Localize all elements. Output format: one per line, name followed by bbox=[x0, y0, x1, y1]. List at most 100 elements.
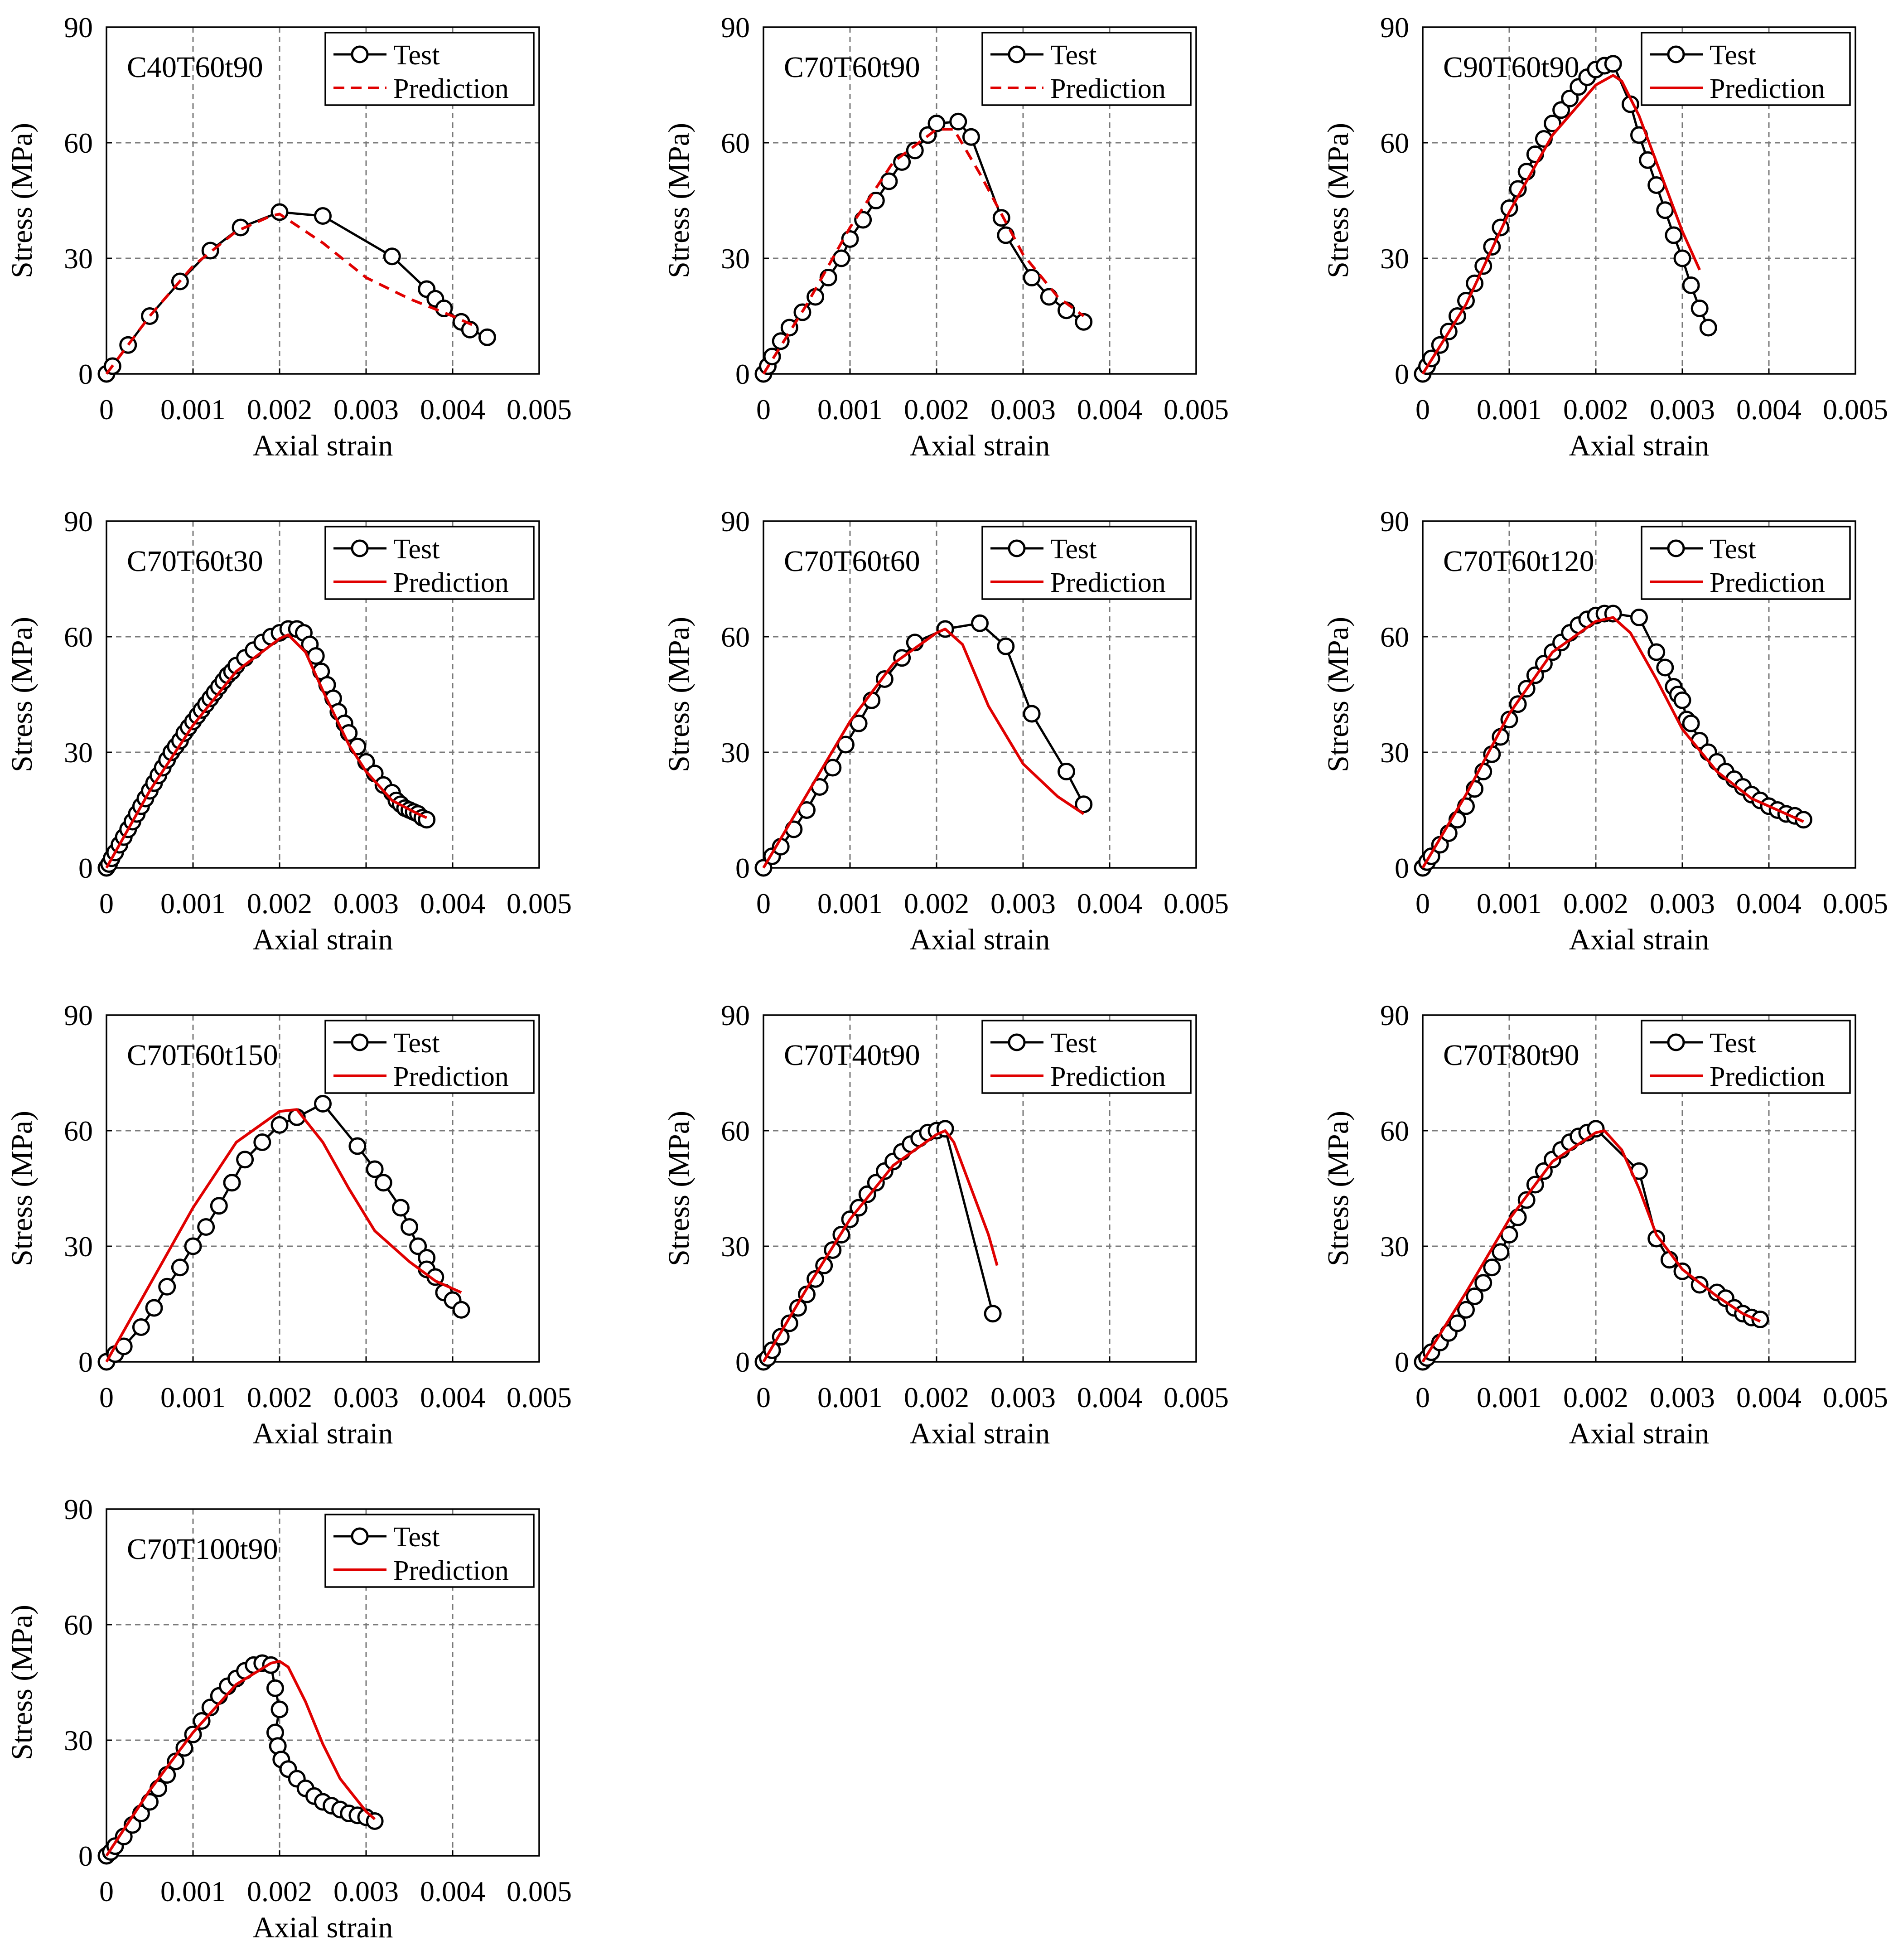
x-tick-label: 0.001 bbox=[160, 1875, 226, 1907]
chart-panel-C70T80t90: 0 0.001 0.002 0.003 0.004 0.005 0 30 60 90 Axial s… bbox=[1322, 999, 1888, 1450]
y-tick-label: 0 bbox=[78, 358, 93, 390]
test-series-line bbox=[1422, 612, 1804, 869]
legend-test-label: Test bbox=[1710, 40, 1756, 71]
y-axis-label: Stress (MPa) bbox=[1322, 1111, 1355, 1266]
test-data-point bbox=[232, 218, 250, 237]
test-data-point bbox=[875, 670, 894, 688]
x-tick-label: 0.002 bbox=[904, 393, 969, 426]
x-axis-label: Axial strain bbox=[910, 429, 1050, 462]
test-data-point bbox=[1630, 609, 1648, 626]
x-tick-label: 0.005 bbox=[1823, 1381, 1888, 1413]
y-tick-label: 0 bbox=[735, 852, 750, 884]
test-series-line bbox=[105, 628, 427, 869]
test-data-point bbox=[880, 172, 898, 190]
specimen-label: C90T60t90 bbox=[1443, 51, 1579, 84]
plot-frame bbox=[1422, 520, 1856, 869]
y-tick-label: 60 bbox=[64, 621, 93, 653]
test-data-point bbox=[1665, 226, 1683, 244]
x-axis-label: Axial strain bbox=[1569, 1417, 1710, 1450]
prediction-series-line bbox=[1421, 1129, 1761, 1363]
test-data-point bbox=[236, 1151, 254, 1169]
test-data-point bbox=[1492, 1243, 1510, 1261]
y-tick-label: 0 bbox=[735, 358, 750, 390]
y-axis-label: Stress (MPa) bbox=[662, 1111, 696, 1266]
legend-test-marker bbox=[1008, 1033, 1026, 1051]
prediction-series-line bbox=[762, 628, 1085, 869]
legend-test-label: Test bbox=[1050, 1028, 1096, 1059]
legend-box bbox=[324, 1020, 535, 1094]
legend-test-marker bbox=[1667, 45, 1685, 63]
test-data-point bbox=[171, 1258, 189, 1277]
test-data-point bbox=[850, 714, 868, 732]
x-axis-label: Axial strain bbox=[253, 1417, 393, 1450]
x-tick-label: 0 bbox=[99, 393, 114, 426]
test-data-point bbox=[391, 1199, 410, 1217]
y-tick-label: 30 bbox=[64, 1230, 93, 1263]
specimen-label: C70T60t150 bbox=[127, 1039, 278, 1072]
test-data-point bbox=[314, 207, 332, 225]
y-tick-label: 90 bbox=[721, 11, 750, 44]
test-data-point bbox=[1457, 1301, 1475, 1319]
x-tick-label: 0.002 bbox=[1563, 1381, 1628, 1413]
legend-test-marker bbox=[1667, 1033, 1685, 1051]
legend-box bbox=[981, 32, 1192, 106]
test-data-point bbox=[270, 203, 289, 221]
y-tick-label: 0 bbox=[735, 1346, 750, 1378]
x-tick-label: 0.003 bbox=[990, 1381, 1056, 1413]
x-tick-label: 0.001 bbox=[817, 1381, 883, 1413]
test-data-point bbox=[452, 1301, 470, 1319]
test-data-point bbox=[858, 1185, 876, 1203]
x-axis-label: Axial strain bbox=[253, 429, 393, 462]
y-tick-label: 90 bbox=[64, 1493, 93, 1525]
prediction-series-line bbox=[105, 1660, 376, 1857]
test-data-point bbox=[270, 1116, 289, 1134]
x-tick-label: 0.005 bbox=[1164, 393, 1229, 426]
legend-test-label: Test bbox=[393, 1028, 440, 1059]
x-tick-label: 0.004 bbox=[1077, 393, 1142, 426]
specimen-label: C70T60t60 bbox=[784, 545, 920, 578]
x-tick-label: 0 bbox=[99, 887, 114, 920]
plot-frame bbox=[763, 1014, 1197, 1363]
y-tick-label: 30 bbox=[64, 242, 93, 275]
y-tick-label: 0 bbox=[1395, 852, 1409, 884]
y-tick-label: 90 bbox=[721, 505, 750, 537]
test-data-point bbox=[1604, 55, 1622, 73]
x-tick-label: 0.005 bbox=[507, 887, 572, 920]
legend-test-marker bbox=[351, 1033, 369, 1051]
test-data-point bbox=[266, 1679, 284, 1697]
test-data-point bbox=[1656, 201, 1674, 219]
test-data-point bbox=[1794, 811, 1812, 829]
test-data-point bbox=[409, 1237, 427, 1255]
test-data-point bbox=[426, 1268, 444, 1286]
test-data-point bbox=[1509, 1208, 1527, 1226]
x-tick-label: 0.005 bbox=[1164, 1381, 1229, 1413]
y-tick-label: 30 bbox=[1380, 242, 1409, 275]
y-tick-label: 0 bbox=[78, 1840, 93, 1872]
test-data-point bbox=[1699, 319, 1717, 337]
test-data-point bbox=[158, 1278, 176, 1296]
test-data-point bbox=[175, 1739, 193, 1757]
test-data-point bbox=[962, 128, 980, 146]
plot-frame bbox=[106, 1014, 540, 1363]
chart-panel-C70T60t30: 0 0.001 0.002 0.003 0.004 0.005 0 30 60 90 Axial s… bbox=[5, 505, 572, 956]
test-data-point bbox=[906, 141, 924, 160]
test-data-point bbox=[1474, 1274, 1492, 1292]
x-tick-label: 0 bbox=[756, 1381, 771, 1413]
x-tick-label: 0.001 bbox=[817, 393, 883, 426]
test-data-point bbox=[1656, 658, 1674, 677]
test-data-point bbox=[1448, 1314, 1466, 1332]
test-data-point bbox=[1673, 1262, 1691, 1280]
specimen-label: C40T60t90 bbox=[127, 51, 263, 84]
prediction-series-line bbox=[762, 128, 1085, 375]
x-tick-label: 0 bbox=[99, 1875, 114, 1907]
x-tick-label: 0.002 bbox=[247, 1875, 312, 1907]
x-tick-label: 0.005 bbox=[1823, 887, 1888, 920]
test-data-point bbox=[1466, 1287, 1484, 1305]
test-data-point bbox=[1647, 643, 1666, 661]
y-axis-label: Stress (MPa) bbox=[662, 123, 696, 278]
x-tick-label: 0.003 bbox=[990, 887, 1056, 920]
legend-prediction-label: Prediction bbox=[1050, 567, 1166, 598]
x-tick-label: 0.001 bbox=[160, 887, 226, 920]
